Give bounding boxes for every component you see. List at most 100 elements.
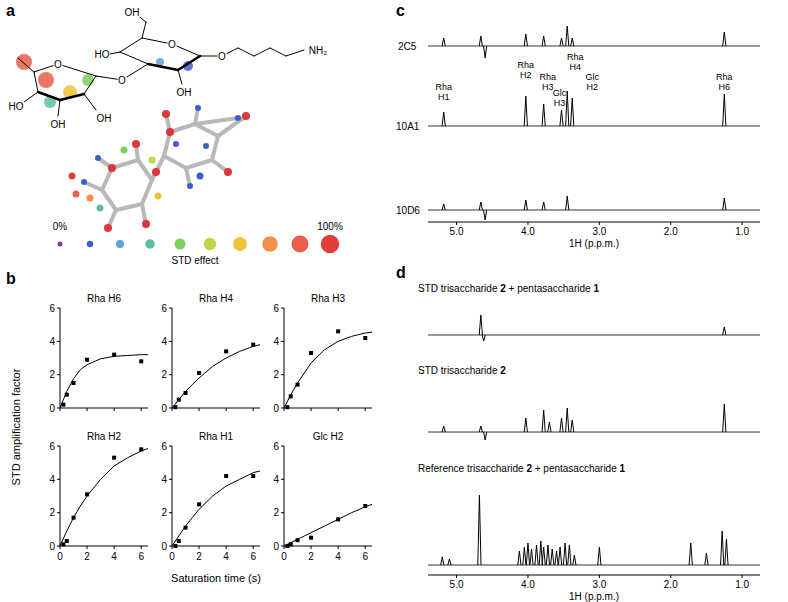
peak (555, 551, 558, 565)
x-tick (311, 546, 312, 549)
peak (448, 559, 451, 565)
atom-label: OH (177, 87, 192, 98)
baseline (428, 432, 760, 433)
data-point (224, 474, 228, 478)
x-tick (60, 408, 61, 411)
trace-label: STD trisaccharide 2 (418, 365, 506, 376)
atom-label: HO (9, 101, 24, 112)
y-tick-label: 6 (49, 303, 55, 314)
x-tick (141, 408, 142, 411)
panel-letter: b (6, 270, 16, 287)
x-tick (172, 546, 173, 549)
subplot-title: Rha H1 (199, 431, 233, 442)
trace-label-part: + pentasaccharide (532, 463, 620, 474)
bond (58, 64, 96, 76)
peak (551, 549, 554, 565)
panel-letter: c (396, 2, 405, 19)
label-bg (307, 44, 330, 55)
oxygen (132, 140, 140, 148)
x-tick (311, 408, 312, 411)
peak (442, 426, 445, 432)
oxygen (166, 128, 174, 136)
peak (518, 551, 521, 565)
peak (721, 531, 724, 565)
scale-swatch (204, 238, 217, 251)
peak (484, 210, 487, 220)
x-tick-label: 2 (196, 551, 202, 562)
plot-area (284, 504, 372, 548)
y-tick (57, 374, 60, 375)
peak (442, 38, 445, 46)
x-tick (87, 408, 88, 411)
x-tick-label: 2.0 (664, 579, 678, 590)
data-point (197, 371, 201, 375)
oxygen (108, 164, 116, 172)
bond (84, 94, 96, 110)
peak (546, 545, 549, 565)
data-point (251, 474, 255, 478)
x-axis-label: Saturation time (s) (171, 572, 261, 584)
plot-area (60, 353, 148, 408)
x-tick-label: 0 (281, 551, 287, 562)
y-axis (60, 446, 61, 546)
label-bg (94, 48, 110, 59)
y-tick (57, 341, 60, 342)
x-tick (114, 408, 115, 411)
y-tick (169, 446, 172, 447)
scale-swatch (116, 240, 124, 248)
fit-line (60, 449, 148, 547)
annotation-line: H2 (520, 70, 532, 80)
x-axis (172, 408, 260, 409)
y-tick-label: 6 (161, 303, 167, 314)
atom-label: O (118, 75, 126, 86)
bond (24, 92, 38, 102)
model-3d (69, 105, 251, 232)
y-tick-label: 4 (49, 336, 55, 347)
trace-label-part: 6 (414, 205, 420, 216)
atom-label: NH₂ (309, 45, 327, 56)
x-tick (141, 546, 142, 549)
x-tick (284, 408, 285, 411)
subplot: Rha H40246 (161, 293, 260, 414)
figure: abcdOHHOOONH₂OOHOHOOHOH0%100%STD effectR… (0, 0, 788, 602)
trace-label: STD trisaccharide 2 + pentasaccharide 1 (418, 283, 599, 294)
peak (524, 200, 527, 210)
x-tick-label: 4.0 (521, 226, 535, 237)
label-bg (50, 118, 66, 129)
std-hydrogen (197, 173, 204, 180)
bond (18, 58, 34, 72)
peak (542, 36, 545, 46)
atom-label: O (54, 59, 62, 70)
atom-label: HO (95, 49, 110, 60)
spectrum-panel: STD trisaccharide 2 + pentasaccharide 1S… (418, 283, 760, 602)
x-tick-label: 3.0 (592, 579, 606, 590)
x-axis (284, 408, 372, 409)
x-tick-label: 3.0 (592, 226, 606, 237)
annotation-line: Glc (553, 88, 567, 98)
annotation-line: H4 (569, 62, 581, 72)
peak (482, 335, 485, 341)
x-tick (87, 546, 88, 549)
trace-label-part: D (407, 205, 414, 216)
bond (178, 70, 182, 84)
x-tick-label: 5.0 (450, 226, 464, 237)
annotation-line: Rha (518, 60, 535, 70)
peak (598, 547, 601, 565)
y-axis (284, 308, 285, 408)
x-tick (527, 575, 528, 578)
subplot: Glc H202460246 (273, 431, 372, 562)
peak (571, 38, 574, 46)
oxygen (224, 168, 232, 176)
stick (116, 204, 142, 210)
x-tick (365, 546, 366, 549)
y-tick-label: 2 (273, 507, 279, 518)
subplot: Rha H60246 (49, 293, 148, 414)
std-hydrogen (69, 173, 76, 180)
trace-label-part: 1 (593, 283, 599, 294)
peak-annotation: GlcH2 (585, 72, 599, 92)
trace-label-part: 5 (411, 41, 417, 52)
x-tick (365, 408, 366, 411)
y-tick (169, 341, 172, 342)
bond (38, 92, 60, 100)
peak (566, 26, 569, 46)
